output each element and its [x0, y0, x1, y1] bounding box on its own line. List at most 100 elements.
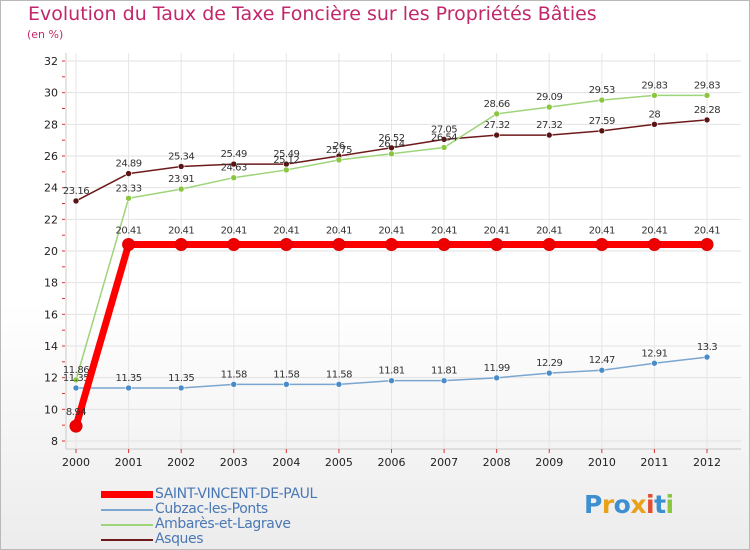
data-label: 28.28	[694, 105, 720, 116]
data-point	[72, 197, 80, 205]
legend-label: SAINT-VINCENT-DE-PAUL	[155, 486, 317, 502]
data-point	[598, 366, 606, 374]
data-point	[703, 92, 711, 99]
data-label: 11.35	[63, 373, 89, 384]
data-point	[545, 131, 553, 139]
data-point	[440, 136, 448, 143]
data-point	[125, 194, 132, 202]
data-point	[125, 170, 132, 177]
x-tick-label: 2005	[325, 456, 353, 469]
logo-letter: i	[665, 490, 675, 519]
data-label: 27.05	[431, 124, 457, 135]
logo-letter: P	[584, 490, 602, 519]
data-point	[493, 110, 500, 118]
data-label: 29.83	[694, 80, 720, 91]
y-tick-label: 28	[44, 118, 58, 131]
x-tick-label: 2012	[693, 456, 721, 469]
y-tick-label: 26	[44, 150, 58, 163]
data-point	[595, 238, 609, 252]
data-point	[72, 376, 80, 384]
data-label: 11.86	[63, 365, 89, 376]
data-point	[598, 127, 606, 135]
data-point	[332, 238, 346, 252]
y-tick-label: 12	[44, 372, 58, 385]
data-label: 27.32	[536, 120, 562, 131]
data-label: 26.14	[378, 139, 404, 150]
legend-label: Asques	[155, 531, 204, 547]
data-label: 28.66	[484, 99, 510, 110]
x-tick-label: 2010	[588, 456, 616, 469]
data-point	[283, 381, 290, 388]
legend-item-cubzac-les-ponts: Cubzac-les-Ponts	[101, 502, 317, 517]
data-label: 27.59	[589, 116, 615, 127]
data-label: 24.89	[116, 159, 142, 170]
data-point	[545, 369, 553, 377]
data-point	[177, 384, 185, 392]
y-tick-label: 30	[44, 87, 58, 100]
data-label: 12.29	[536, 358, 562, 369]
data-point	[283, 166, 290, 174]
x-tick-label: 2002	[167, 456, 195, 469]
data-point	[69, 419, 83, 433]
data-label: 20.41	[273, 226, 299, 237]
data-label: 20.41	[116, 226, 142, 237]
data-point	[122, 238, 136, 252]
data-point	[388, 377, 395, 384]
data-point	[385, 238, 398, 252]
data-label: 8.94	[66, 407, 86, 418]
data-label: 25.49	[221, 149, 247, 160]
logo-letter: t	[654, 490, 666, 519]
data-point	[230, 174, 238, 181]
data-point	[388, 150, 395, 158]
data-point	[174, 238, 188, 252]
data-point	[542, 238, 556, 252]
x-tick-label: 2009	[535, 456, 563, 469]
x-tick-label: 2003	[220, 456, 248, 469]
data-label: 26	[333, 141, 345, 152]
data-label: 23.91	[168, 174, 194, 185]
chart-title: Evolution du Taux de Taxe Foncière sur l…	[28, 3, 597, 25]
data-label: 20.41	[326, 226, 352, 237]
data-point	[651, 359, 658, 367]
data-point	[703, 116, 711, 124]
y-tick-label: 16	[44, 308, 58, 321]
data-label: 20.41	[378, 226, 404, 237]
y-tick-label: 10	[44, 403, 58, 416]
logo-letter: r	[601, 490, 614, 519]
data-label: 11.99	[484, 363, 510, 374]
data-point	[440, 377, 448, 384]
y-tick-label: 24	[44, 182, 58, 195]
data-label: 20.41	[431, 226, 457, 237]
data-label: 11.35	[116, 373, 142, 384]
data-point	[700, 238, 714, 252]
data-label: 11.58	[326, 369, 352, 380]
y-tick-label: 20	[44, 245, 58, 258]
y-unit-label: (en %)	[27, 28, 64, 41]
data-point	[490, 238, 504, 252]
x-tick-label: 2011	[640, 456, 668, 469]
data-label: 25.34	[168, 151, 194, 162]
data-point	[598, 96, 606, 104]
proxiti-logo[interactable]: Proxiti	[584, 490, 674, 519]
data-label: 12.91	[641, 348, 667, 359]
data-label: 13.3	[697, 342, 717, 353]
data-label: 25.75	[326, 145, 352, 156]
data-point	[493, 131, 500, 139]
logo-letter: i	[646, 490, 655, 519]
data-point	[647, 238, 661, 252]
data-point	[703, 353, 711, 361]
data-point	[227, 238, 241, 252]
data-label: 20.41	[536, 226, 562, 237]
data-point	[335, 156, 343, 164]
data-label: 20.41	[221, 226, 247, 237]
data-point	[440, 144, 448, 151]
data-label: 11.35	[168, 373, 194, 384]
y-tick-label: 8	[51, 435, 58, 448]
legend-swatch	[101, 491, 153, 498]
legend-item-asques: Asques	[101, 532, 317, 547]
data-label: 23.33	[116, 183, 142, 194]
data-label: 11.58	[221, 369, 247, 380]
x-tick-label: 2006	[378, 456, 406, 469]
legend-label: Ambarès-et-Lagrave	[155, 516, 291, 532]
